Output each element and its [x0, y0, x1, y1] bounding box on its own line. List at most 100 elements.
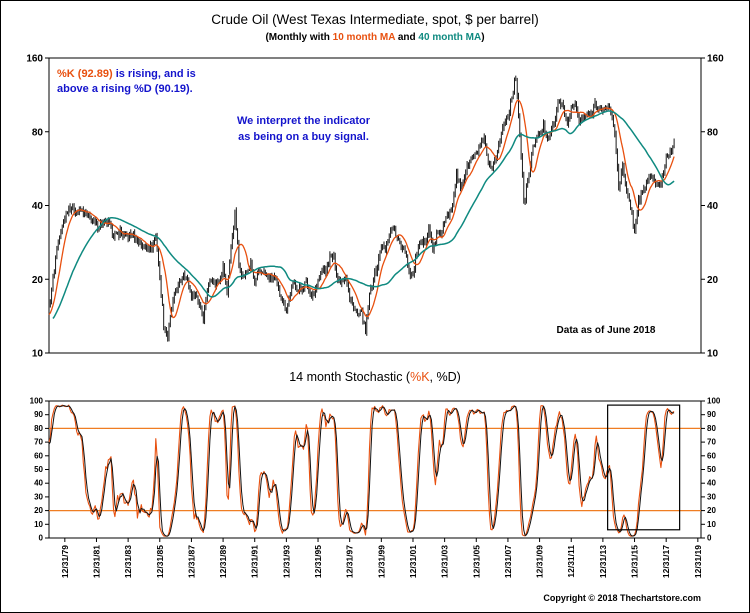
x-tick-label: 12/31/85: [155, 545, 165, 578]
ma10-line: [48, 99, 675, 319]
svg-text:20: 20: [707, 275, 719, 286]
subtitle-suffix: ): [481, 32, 485, 43]
svg-text:90: 90: [34, 410, 43, 419]
stochastic-note: %K (92.89) is rising, and is above a risi…: [57, 67, 196, 97]
svg-text:80: 80: [34, 424, 43, 433]
svg-text:12/31/13: 12/31/13: [598, 545, 608, 578]
svg-text:12/31/05: 12/31/05: [471, 545, 481, 578]
svg-text:50: 50: [707, 465, 716, 474]
stoch-title-prefix: 14 month Stochastic (: [289, 370, 411, 384]
svg-text:40: 40: [707, 479, 716, 488]
svg-text:70: 70: [707, 438, 716, 447]
x-tick-label: 12/31/11: [566, 545, 576, 578]
svg-text:80: 80: [707, 424, 716, 433]
svg-text:12/31/19: 12/31/19: [693, 545, 703, 578]
x-tick-label: 12/31/81: [91, 545, 101, 578]
x-tick-label: 12/31/19: [693, 545, 703, 578]
x-tick-label: 12/31/17: [661, 545, 671, 578]
x-tick-label: 12/31/15: [630, 545, 640, 578]
svg-text:20: 20: [32, 275, 44, 286]
svg-text:12/31/03: 12/31/03: [440, 545, 450, 578]
x-tick-label: 12/31/79: [60, 545, 70, 578]
subtitle-ma10-label: 10 month MA: [332, 32, 396, 43]
svg-text:50: 50: [34, 465, 43, 474]
svg-text:12/31/97: 12/31/97: [345, 545, 355, 578]
stoch-title-suffix: , %D): [429, 370, 461, 384]
svg-text:70: 70: [34, 438, 43, 447]
chart-subtitle: (Monthly with 10 month MA and 40 month M…: [1, 32, 749, 43]
data-as-of-label: Data as of June 2018: [556, 325, 656, 336]
buy-signal-line1: We interpret the indicator: [236, 115, 371, 127]
svg-text:100: 100: [30, 397, 44, 406]
x-tick-label: 12/31/91: [250, 545, 260, 578]
ma40-line: [52, 110, 675, 319]
svg-text:60: 60: [707, 451, 716, 460]
svg-text:12/31/81: 12/31/81: [91, 545, 101, 578]
svg-text:40: 40: [32, 201, 44, 212]
svg-text:10: 10: [707, 349, 719, 360]
svg-text:0: 0: [707, 534, 712, 543]
svg-text:12/31/17: 12/31/17: [661, 545, 671, 578]
svg-text:12/31/93: 12/31/93: [281, 545, 291, 578]
x-tick-label: 12/31/13: [598, 545, 608, 578]
svg-text:30: 30: [34, 492, 43, 501]
svg-text:12/31/83: 12/31/83: [123, 545, 133, 578]
copyright-label: Copyright © 2018 Thechartstore.com: [543, 593, 701, 603]
x-tick-label: 12/31/01: [408, 545, 418, 578]
x-tick-label: 12/31/07: [503, 545, 513, 578]
x-tick-label: 12/31/95: [313, 545, 323, 578]
svg-text:10: 10: [707, 520, 716, 529]
svg-text:12/31/87: 12/31/87: [186, 545, 196, 578]
svg-text:12/31/09: 12/31/09: [535, 545, 545, 578]
svg-text:0: 0: [39, 534, 44, 543]
svg-text:80: 80: [707, 127, 719, 138]
svg-text:12/31/01: 12/31/01: [408, 545, 418, 578]
svg-text:160: 160: [707, 54, 724, 65]
svg-text:12/31/07: 12/31/07: [503, 545, 513, 578]
svg-text:40: 40: [707, 201, 719, 212]
svg-text:12/31/85: 12/31/85: [155, 545, 165, 578]
stoch-k-line: [48, 404, 675, 537]
x-tick-label: 12/31/97: [345, 545, 355, 578]
stoch-note-k-value: %K (92.89): [57, 68, 113, 80]
svg-text:80: 80: [32, 127, 44, 138]
svg-text:20: 20: [34, 506, 43, 515]
price-bars: [48, 75, 675, 342]
subtitle-ma40-label: 40 month MA: [418, 32, 482, 43]
svg-text:12/31/79: 12/31/79: [60, 545, 70, 578]
buy-signal-note: We interpret the indicator as being on a …: [206, 113, 401, 145]
svg-text:60: 60: [34, 451, 43, 460]
x-tick-label: 12/31/99: [376, 545, 386, 578]
chart-title: Crude Oil (West Texas Intermediate, spot…: [211, 12, 539, 27]
x-tick-label: 12/31/87: [186, 545, 196, 578]
svg-text:10: 10: [34, 520, 43, 529]
x-tick-label: 12/31/05: [471, 545, 481, 578]
buy-signal-line2: as being on a buy signal.: [238, 131, 369, 143]
svg-text:30: 30: [707, 492, 716, 501]
x-tick-label: 12/31/83: [123, 545, 133, 578]
svg-text:12/31/95: 12/31/95: [313, 545, 323, 578]
stoch-d-line: [48, 405, 675, 537]
recent-period-highlight-box: [607, 404, 681, 531]
svg-text:12/31/11: 12/31/11: [566, 545, 576, 578]
svg-text:10: 10: [32, 349, 44, 360]
svg-text:12/31/15: 12/31/15: [630, 545, 640, 578]
svg-text:12/31/91: 12/31/91: [250, 545, 260, 578]
subtitle-middle: and: [395, 32, 419, 43]
stoch-note-line1-rest: is rising, and is: [112, 68, 196, 80]
main-panel-border: [48, 57, 702, 354]
svg-text:160: 160: [26, 54, 43, 65]
x-tick-label: 12/31/93: [281, 545, 291, 578]
x-tick-label: 12/31/03: [440, 545, 450, 578]
subtitle-prefix: (Monthly with: [265, 32, 333, 43]
svg-text:20: 20: [707, 506, 716, 515]
x-tick-label: 12/31/89: [218, 545, 228, 578]
svg-text:40: 40: [34, 479, 43, 488]
svg-text:12/31/99: 12/31/99: [376, 545, 386, 578]
svg-text:100: 100: [707, 397, 721, 406]
svg-text:12/31/89: 12/31/89: [218, 545, 228, 578]
x-tick-label: 12/31/09: [535, 545, 545, 578]
stoch-note-line2: above a rising %D (90.19).: [57, 83, 193, 95]
